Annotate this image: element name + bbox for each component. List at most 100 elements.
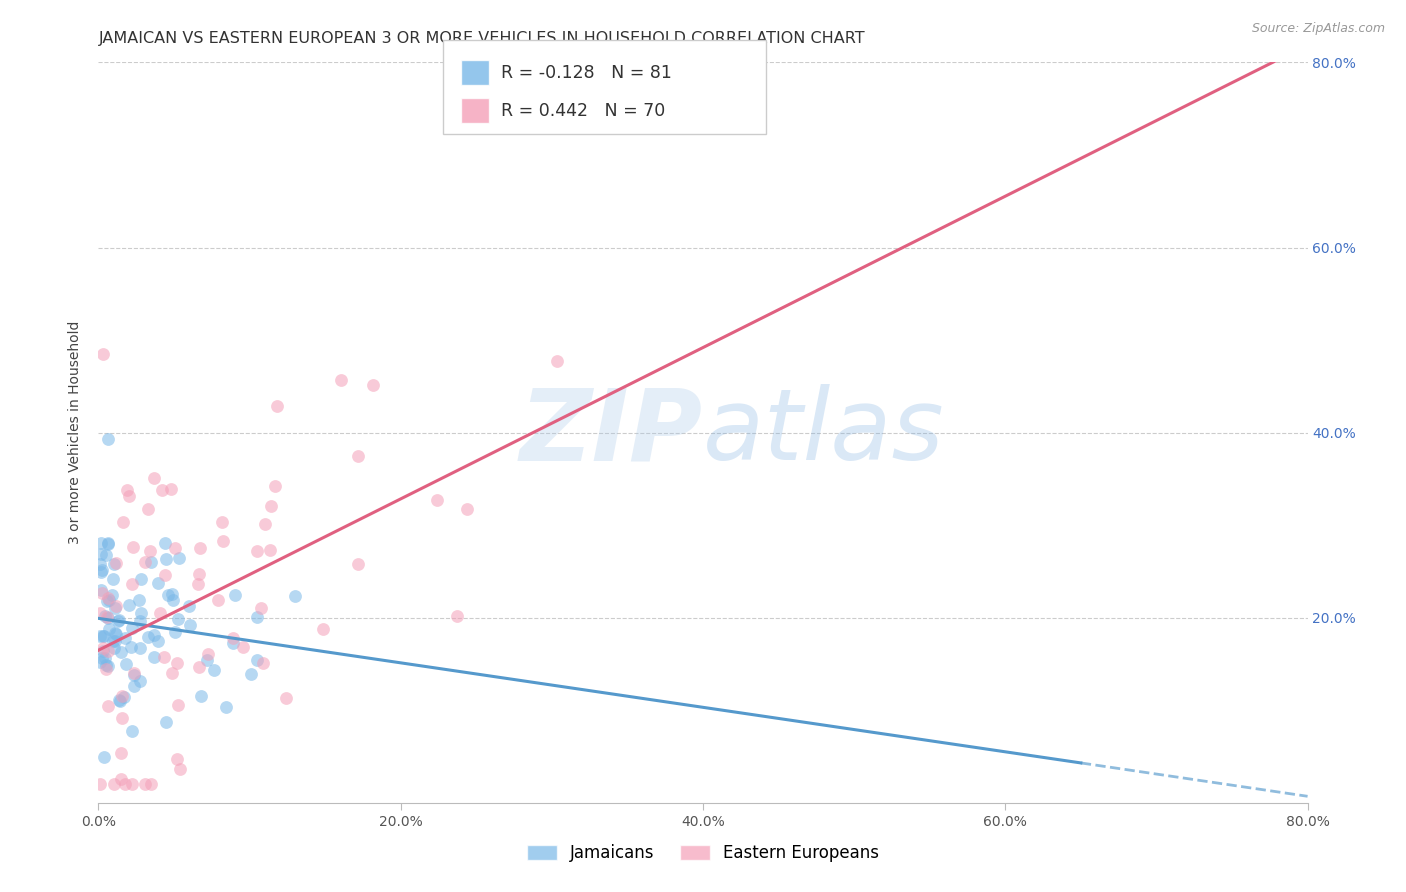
Point	[249, 601, 271, 615]
Point	[93, 629, 115, 643]
Point	[162, 593, 184, 607]
Point	[121, 577, 143, 591]
Point	[110, 645, 132, 659]
Point	[104, 601, 127, 615]
Point	[91, 641, 114, 656]
Point	[97, 659, 120, 673]
Point	[160, 666, 183, 681]
Text: atlas: atlas	[703, 384, 945, 481]
Point	[115, 657, 138, 672]
Point	[124, 668, 146, 682]
Point	[155, 715, 177, 730]
Point	[136, 631, 159, 645]
Point	[169, 762, 191, 776]
Point	[97, 698, 120, 713]
Point	[90, 547, 112, 561]
Point	[131, 572, 153, 586]
Point	[211, 515, 233, 529]
Point	[146, 575, 169, 590]
Point	[117, 489, 139, 503]
Point	[166, 698, 188, 712]
Point	[139, 777, 162, 791]
Point	[103, 640, 125, 655]
Point	[347, 449, 370, 463]
Point	[167, 612, 190, 626]
Point	[90, 565, 112, 579]
Point	[98, 593, 121, 607]
Point	[177, 599, 200, 613]
Point	[214, 700, 236, 714]
Point	[122, 540, 145, 554]
Point	[90, 651, 112, 665]
Text: JAMAICAN VS EASTERN EUROPEAN 3 OR MORE VEHICLES IN HOUSEHOLD CORRELATION CHART: JAMAICAN VS EASTERN EUROPEAN 3 OR MORE V…	[98, 31, 865, 46]
Point	[97, 537, 120, 551]
Point	[128, 592, 150, 607]
Point	[120, 640, 142, 654]
Point	[284, 589, 307, 603]
Point	[134, 555, 156, 569]
Point	[89, 777, 111, 791]
Point	[121, 777, 143, 791]
Point	[89, 606, 111, 620]
Point	[426, 493, 449, 508]
Point	[105, 626, 128, 640]
Point	[96, 593, 118, 607]
Point	[150, 483, 173, 497]
Point	[456, 501, 478, 516]
Point	[134, 777, 156, 791]
Point	[89, 557, 111, 571]
Point	[188, 566, 211, 581]
Point	[190, 689, 212, 703]
Point	[114, 777, 136, 791]
Point	[91, 347, 114, 361]
Point	[103, 777, 125, 791]
Point	[143, 649, 166, 664]
Point	[115, 483, 138, 497]
Point	[90, 563, 112, 577]
Legend: Jamaicans, Eastern Europeans: Jamaicans, Eastern Europeans	[520, 838, 886, 869]
Point	[97, 610, 120, 624]
Point	[96, 610, 118, 624]
Y-axis label: 3 or more Vehicles in Household: 3 or more Vehicles in Household	[69, 321, 83, 544]
Point	[108, 694, 131, 708]
Point	[169, 551, 191, 566]
Point	[96, 432, 118, 446]
Point	[101, 588, 124, 602]
Point	[224, 588, 246, 602]
Point	[266, 399, 288, 413]
Point	[128, 641, 150, 656]
Point	[89, 629, 111, 643]
Point	[207, 593, 229, 607]
Text: Source: ZipAtlas.com: Source: ZipAtlas.com	[1251, 22, 1385, 36]
Point	[187, 660, 209, 674]
Point	[232, 640, 254, 655]
Point	[149, 606, 172, 620]
Point	[112, 515, 135, 529]
Point	[188, 541, 211, 555]
Point	[107, 614, 129, 628]
Text: R = -0.128   N = 81: R = -0.128 N = 81	[501, 63, 672, 81]
Point	[104, 599, 127, 613]
Point	[103, 558, 125, 572]
Text: ZIP: ZIP	[520, 384, 703, 481]
Point	[136, 501, 159, 516]
Point	[347, 558, 370, 572]
Point	[121, 621, 143, 635]
Point	[274, 691, 297, 706]
Point	[163, 625, 186, 640]
Point	[146, 634, 169, 648]
Point	[363, 378, 385, 392]
Point	[166, 751, 188, 765]
Point	[96, 662, 118, 676]
Point	[122, 666, 145, 681]
Point	[139, 544, 162, 558]
Point	[94, 548, 117, 562]
Point	[143, 470, 166, 484]
Point	[165, 541, 187, 556]
Point	[107, 613, 129, 627]
Point	[246, 610, 269, 624]
Point	[252, 657, 274, 671]
Point	[179, 617, 201, 632]
Point	[143, 627, 166, 641]
Point	[108, 693, 131, 707]
